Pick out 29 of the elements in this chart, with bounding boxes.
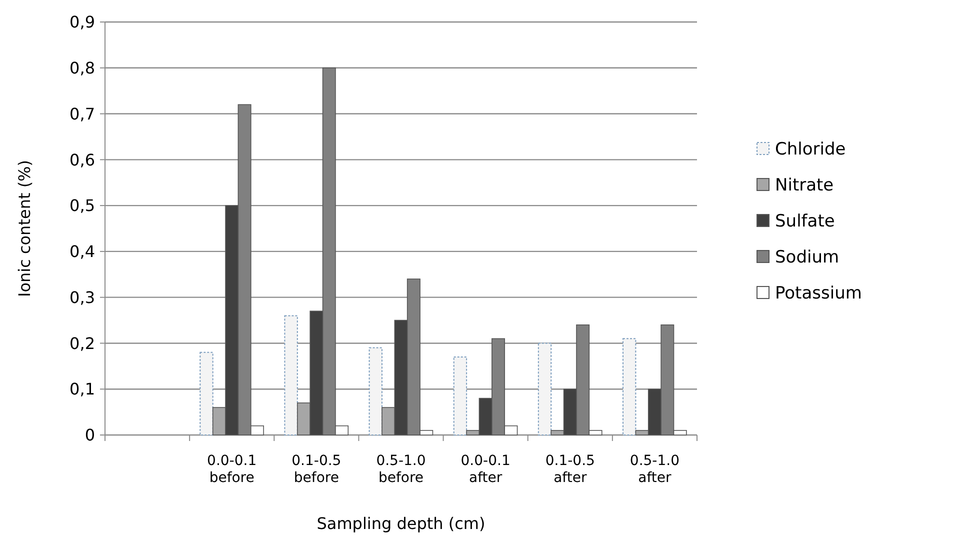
legend-label: Potassium [775, 283, 862, 304]
y-tick-label: 0,4 [70, 242, 95, 262]
legend-label: Chloride [775, 139, 846, 160]
x-axis-title: Sampling depth (cm) [316, 514, 486, 533]
x-tick-label: 0.5-1.0 before [376, 453, 426, 486]
bar [538, 342, 552, 436]
y-tick-label: 0,6 [70, 150, 95, 170]
bar [284, 315, 298, 436]
x-tick-label: 0.0-0.1 after [460, 453, 510, 486]
legend-label: Sodium [775, 247, 840, 268]
bar [200, 352, 214, 436]
y-tick-label: 0,9 [70, 12, 95, 32]
x-tick-label: 0.1-0.5 before [292, 453, 342, 486]
bar [368, 347, 382, 436]
y-tick-label: 0 [84, 426, 95, 445]
y-tick-label: 0,7 [70, 104, 95, 124]
legend-label: Nitrate [775, 175, 834, 196]
bar [622, 338, 636, 436]
y-tick-label: 0,1 [70, 380, 95, 399]
x-tick-label: 0.5-1.0 after [630, 453, 680, 486]
y-tick-label: 0,2 [70, 334, 95, 353]
x-tick-label: 0.0-0.1 before [207, 453, 257, 486]
y-tick-label: 0,3 [70, 288, 95, 307]
y-axis-title: Ionic content (%) [15, 160, 34, 298]
x-tick-label: 0.1-0.5 after [545, 453, 595, 486]
bar [453, 356, 468, 436]
y-tick-label: 0,5 [70, 196, 95, 216]
legend-label: Sulfate [775, 211, 835, 232]
y-tick-label: 0,8 [70, 58, 95, 78]
